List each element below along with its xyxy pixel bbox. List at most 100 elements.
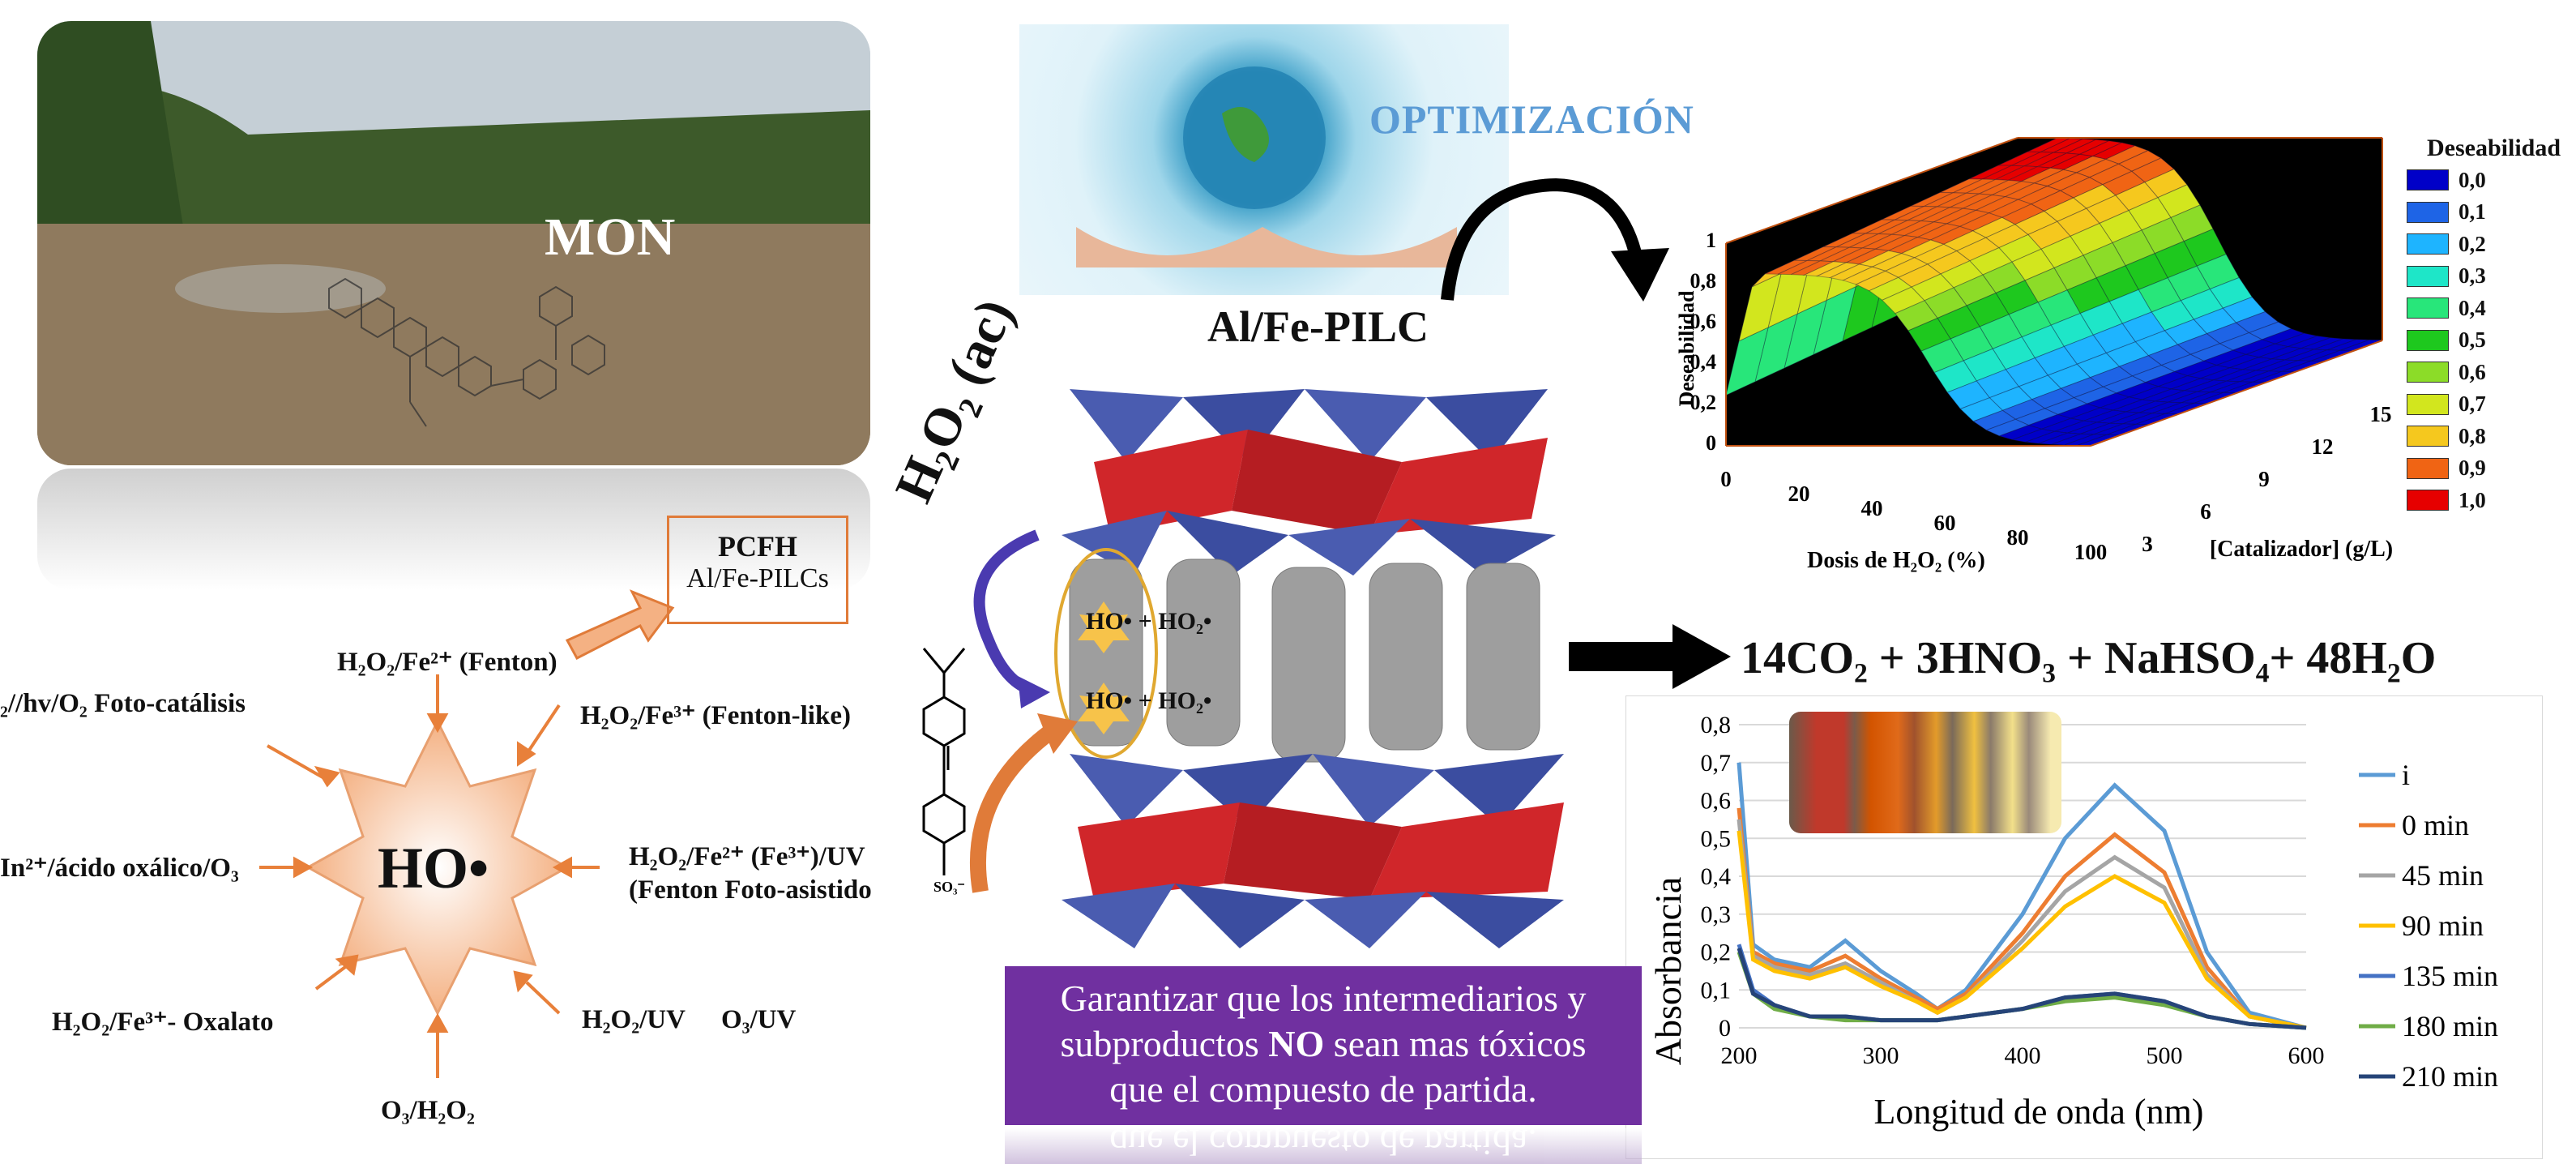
legend-title: Deseabilidad <box>2427 135 2561 161</box>
process-photo-fenton-note: (Fenton Foto-asistido <box>629 875 872 905</box>
pcfh-title: PCFH <box>718 530 797 563</box>
absorbance-y-label: Absorbancia <box>1647 877 1689 1065</box>
water-globe-photo <box>1019 24 1509 295</box>
curved-arrow-to-plot <box>1441 178 1669 302</box>
legend-item: 0,2 <box>2407 231 2486 256</box>
legend-swatch <box>2407 426 2449 447</box>
y-tick-label: 0,2 <box>1701 939 1732 966</box>
upper-layer <box>1062 389 1556 576</box>
x-tick-label: 600 <box>2288 1042 2325 1069</box>
message-line-1: Garantizar que los intermediarios y <box>1060 978 1587 1019</box>
x-tick-label: 200 <box>1721 1042 1758 1069</box>
legend-item: 0,7 <box>2407 392 2486 416</box>
legend-label: 0,6 <box>2459 359 2486 384</box>
legend-label: 0,8 <box>2459 423 2486 448</box>
legend-label: i <box>2402 759 2410 791</box>
series-line <box>1737 819 2307 1030</box>
absorbance-legend: i 0 min 45 min 90 min 135 min 180 min 210 min <box>2359 759 2498 1093</box>
legend-swatch <box>2407 362 2449 383</box>
absorbance-series <box>1737 762 2307 1030</box>
legend-item: 0,5 <box>2407 327 2486 352</box>
y-tick-label: 0,5 <box>1701 825 1732 852</box>
radical-star-1 <box>1078 601 1130 653</box>
molecule-structure <box>328 277 605 427</box>
z-tick-label: 0 <box>1706 431 1716 455</box>
z-tick-label: 0,2 <box>1690 391 1717 414</box>
absorbance-x-label: Longitud de onda (nm) <box>1874 1092 2204 1132</box>
process-fenton-like: H₂O₂/Fe³⁺ (Fenton-like) <box>580 701 851 730</box>
methyl-orange-molecule: SO₃⁻ <box>922 648 966 895</box>
z-tick-label: 0,8 <box>1690 269 1717 293</box>
process-o3-h2o2: O₃/H₂O₂ <box>381 1096 475 1125</box>
h2o2-entry-arrow <box>973 529 1050 708</box>
message-reflection: que el compuesto de partida. <box>1005 1128 1642 1164</box>
legend-swatch <box>2407 457 2449 479</box>
absorbance-x-ticks: 200 300 400 500 600 <box>1721 1042 2325 1069</box>
y-tick-label: 12 <box>2312 434 2334 459</box>
process-photo-fenton: H₂O₂/Fe²⁺ (Fe³⁺)/UV <box>629 842 865 871</box>
pcfh-subtitle: Al/Fe-PILCs <box>686 563 829 593</box>
surface-y-label: [Catalizador] (g/L) <box>2210 537 2393 562</box>
legend-label: 0,9 <box>2459 456 2486 480</box>
sulfonate-label: SO₃⁻ <box>933 879 965 895</box>
process-star-diagram <box>259 589 675 1078</box>
legend-swatch <box>2407 329 2449 351</box>
river-photo <box>37 21 870 465</box>
series-line <box>1737 948 2307 1030</box>
y-tick-label: 0,3 <box>1701 901 1732 928</box>
pillared-clay-structure <box>1054 389 1564 948</box>
desirability-surface-plot: 0 0,2 0,4 0,6 0,8 1 0 20 40 60 80 100 3 6 9 12 15 Dese… <box>1675 137 2393 573</box>
process-photocatalysis: ₂//hv/O₂ Foto-catálisis <box>0 689 246 718</box>
globe-hands <box>1076 66 1457 267</box>
y-tick-label: 0,4 <box>1701 863 1732 890</box>
legend-swatch <box>2407 393 2449 415</box>
legend-label: 0,2 <box>2459 231 2486 256</box>
series-line <box>1737 830 2307 1030</box>
legend-swatch <box>2407 297 2449 319</box>
lower-layer <box>1062 754 1564 948</box>
radical-pair-1: HO• + HO₂• <box>1086 608 1212 635</box>
pcfh-arrow <box>565 589 675 661</box>
series-line <box>1737 807 2307 1030</box>
legend-label: 45 min <box>2402 859 2484 892</box>
legend-label: 0 min <box>2402 809 2469 841</box>
z-axis-ticks: 0 0,2 0,4 0,6 0,8 1 <box>1690 229 1717 455</box>
y-tick-label: 3 <box>2142 532 2153 556</box>
absorbance-chart: 0 0,1 0,2 0,3 0,4 0,5 0,6 0,7 0,8 200 300 400 500 60… <box>1647 712 2498 1132</box>
process-oxalate: H₂O₂/Fe³⁺- Oxalato <box>52 1008 274 1037</box>
legend-swatch <box>2407 490 2449 511</box>
pcfh-box: PCFH Al/Fe-PILCs <box>667 516 848 624</box>
legend-item: 1,0 <box>2407 488 2486 512</box>
legend-item: 0,0 <box>2407 167 2486 192</box>
legend-label: 0,0 <box>2459 167 2486 192</box>
absorbance-y-ticks: 0 0,1 0,2 0,3 0,4 0,5 0,6 0,7 0,8 <box>1701 712 1732 1042</box>
mineralization-equation: 14CO₂ + 3HNO₃ + NaHSO₄+ 48H₂O <box>1741 633 2437 683</box>
process-oxalic-acid: In²⁺/ácido oxálico/O₃ <box>0 854 239 883</box>
x-tick-label: 500 <box>2147 1042 2183 1069</box>
surface-z-label: Deseabilidad <box>1675 290 1698 407</box>
y-tick-label: 0,6 <box>1701 788 1732 815</box>
x-tick-label: 100 <box>2074 540 2108 564</box>
legend-label: 180 min <box>2402 1010 2498 1042</box>
legend-item: 0,3 <box>2407 263 2486 288</box>
legend-item: 0,1 <box>2407 199 2486 224</box>
radical-star-2 <box>1078 683 1130 734</box>
legend-item: 0,6 <box>2407 359 2486 384</box>
legend-label: 0,4 <box>2459 295 2486 320</box>
legend-label: 90 min <box>2402 909 2484 942</box>
legend-swatch <box>2407 201 2449 223</box>
dye-entry-arrow <box>970 713 1078 893</box>
legend-label: 0,3 <box>2459 263 2486 288</box>
legend-label: 210 min <box>2402 1060 2498 1093</box>
surface-mesh <box>1725 138 2383 447</box>
y-axis-ticks: 3 6 9 12 15 <box>2142 402 2391 556</box>
process-arrows <box>259 674 600 1078</box>
radical-pair-2: HO• + HO₂• <box>1086 687 1212 714</box>
process-h2o2-uv: H₂O₂/UV <box>582 1005 686 1034</box>
x-tick-label: 60 <box>1934 511 1956 535</box>
catalyst-label: Al/Fe-PILC <box>1207 302 1429 351</box>
h2o2-reagent-label: H₂O₂ (ac) <box>883 290 1026 511</box>
legend-item: 0,8 <box>2407 423 2486 448</box>
message-line-2: subproductos NO sean mas tóxicos <box>1060 1023 1587 1064</box>
surface-x-label: Dosis de H₂O₂ (%) <box>1807 548 1985 573</box>
